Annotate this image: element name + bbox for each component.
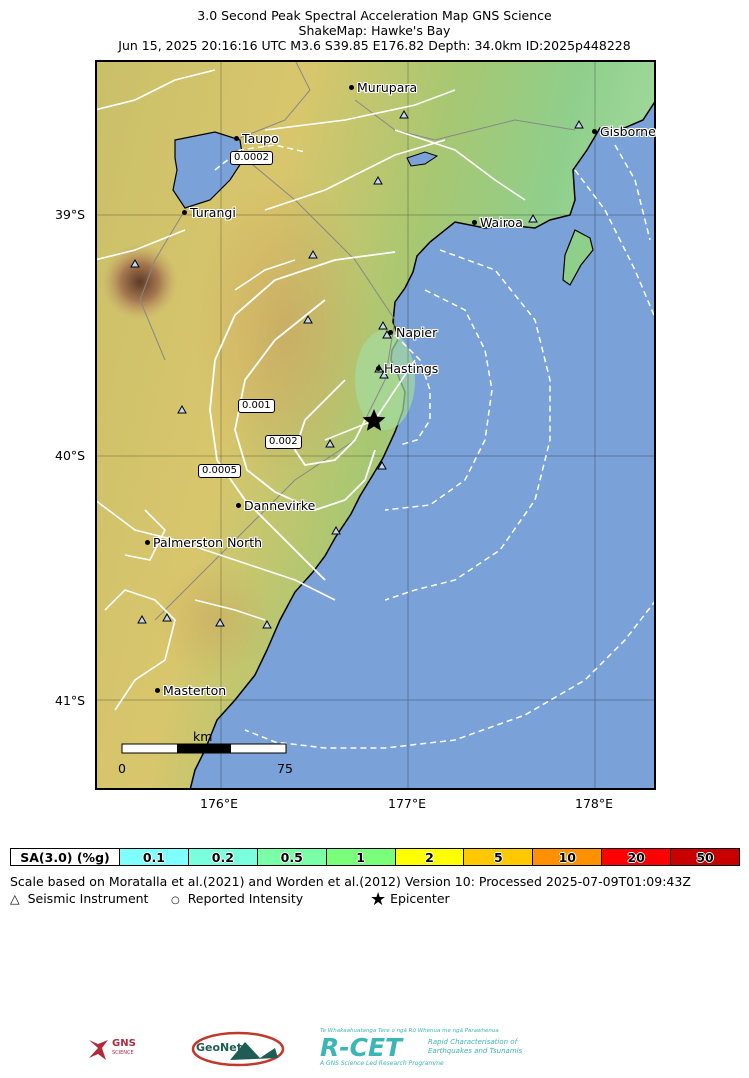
legend-bin: 10 — [532, 849, 602, 865]
contours-dashed — [214, 144, 656, 749]
contours-solid — [209, 251, 396, 581]
lat-label: 40°S — [55, 448, 86, 463]
contour-label: 0.0002 — [230, 151, 273, 165]
legend-seismic-instrument: △ Seismic Instrument — [10, 891, 149, 906]
scale-note: Scale based on Moratalla et al.(2021) an… — [10, 874, 691, 889]
gns-logo-graphic — [89, 1040, 108, 1060]
epicenter-star — [362, 409, 386, 431]
legend-bin: 5 — [463, 849, 533, 865]
scalebar-start: 0 — [118, 761, 126, 776]
scalebar-end: 75 — [277, 761, 293, 776]
volcano-shading — [102, 244, 178, 320]
rcet-logo: Te Whakaahuatanga Tere o ngā Rū Whenua m… — [320, 1028, 523, 1067]
lake-waikaremoana — [406, 151, 439, 167]
legend-bin: 50 — [670, 849, 740, 865]
city-wairoa: Wairoa — [472, 215, 523, 230]
city-dannevirke: Dannevirke — [236, 498, 315, 513]
city-taupo: Taupo — [234, 131, 279, 146]
city-gisborne: Gisborne — [592, 124, 656, 139]
circle-icon: ○ — [171, 895, 180, 906]
scalebar — [121, 743, 287, 754]
map-border — [95, 60, 656, 790]
legend-bin: 20 — [601, 849, 671, 865]
graticule — [95, 60, 656, 790]
legend-bin: 0.2 — [187, 849, 257, 865]
legend-reported-intensity: ○ Reported Intensity — [171, 891, 304, 906]
event-info: Jun 15, 2025 20:16:16 UTC M3.6 S39.85 E1… — [118, 38, 631, 53]
city-napier: Napier — [388, 325, 437, 340]
shakemap — [95, 60, 656, 790]
mahia-peninsula — [562, 229, 594, 286]
city-turangi: Turangi — [182, 205, 236, 220]
legend-bin: 2 — [394, 849, 464, 865]
legend-header: SA(3.0) (%g) — [11, 849, 119, 865]
lat-label: 39°S — [55, 207, 86, 222]
city-murupara: Murupara — [349, 80, 417, 95]
star-icon: ★ — [370, 889, 387, 910]
city-hastings: Hastings — [376, 361, 438, 376]
lon-label: 176°E — [200, 796, 239, 811]
city-palmerston-north: Palmerston North — [145, 535, 262, 550]
legend-bin: 1 — [325, 849, 395, 865]
lake-taupo — [172, 131, 244, 209]
geonet-logo-graphic — [191, 1031, 285, 1067]
contour-label: 0.0005 — [198, 464, 241, 478]
contour-label: 0.002 — [265, 435, 302, 449]
city-masterton: Masterton — [155, 683, 226, 698]
contour-label: 0.001 — [238, 399, 275, 413]
lon-label: 177°E — [388, 796, 427, 811]
lat-label: 41°S — [55, 693, 86, 708]
legend-bin: 0.5 — [256, 849, 326, 865]
map-title: 3.0 Second Peak Spectral Acceleration Ma… — [197, 8, 552, 23]
gns-logo: GNS SCIENCE — [86, 1036, 146, 1064]
map-subtitle: ShakeMap: Hawke's Bay — [298, 23, 451, 38]
seismic-stations — [130, 109, 584, 629]
scalebar-unit: km — [193, 729, 213, 744]
legend-epicenter: ★ Epicenter — [370, 889, 450, 910]
geonet-logo: GeoNet — [190, 1030, 286, 1068]
legend-bin: 0.1 — [119, 849, 188, 865]
region-boundaries — [95, 69, 526, 711]
triangle-icon: △ — [10, 891, 20, 906]
lon-label: 178°E — [575, 796, 614, 811]
intensity-legend: SA(3.0) (%g) 0.1 0.2 0.5 1 2 5 10 20 50 — [10, 848, 740, 866]
